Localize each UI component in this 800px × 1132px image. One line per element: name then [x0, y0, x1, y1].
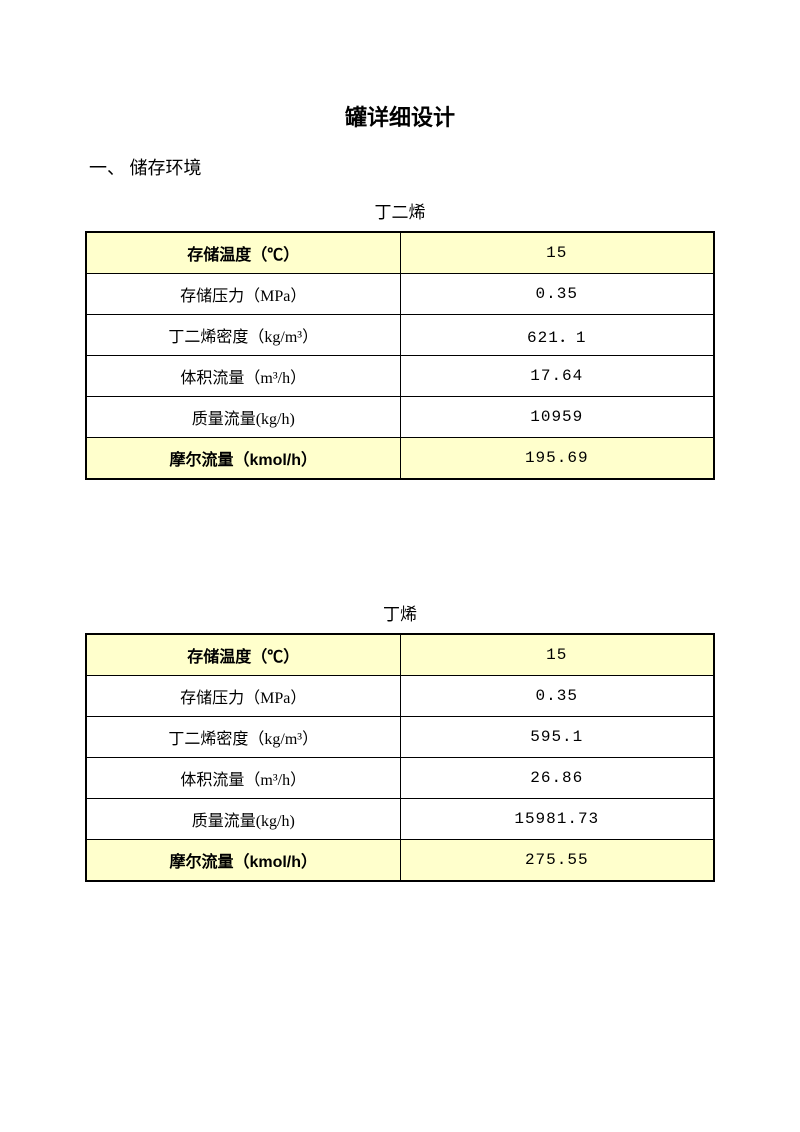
- table-row: 体积流量（m³/h） 26.86: [86, 758, 714, 799]
- table-row: 摩尔流量（kmol/h） 195.69: [86, 438, 714, 480]
- row-value: 0.35: [400, 676, 714, 717]
- row-value: 0.35: [400, 274, 714, 315]
- row-label: 摩尔流量（kmol/h）: [86, 840, 400, 882]
- row-value: 195.69: [400, 438, 714, 480]
- row-value: 17.64: [400, 356, 714, 397]
- row-value: 15: [400, 634, 714, 676]
- row-value: 595.1: [400, 717, 714, 758]
- row-value: 10959: [400, 397, 714, 438]
- row-value: 15: [400, 232, 714, 274]
- table-row: 质量流量(kg/h) 10959: [86, 397, 714, 438]
- table-row: 存储温度（℃） 15: [86, 634, 714, 676]
- table-row: 存储压力（MPa） 0.35: [86, 676, 714, 717]
- row-label: 丁二烯密度（kg/m³）: [86, 717, 400, 758]
- table-row: 质量流量(kg/h) 15981.73: [86, 799, 714, 840]
- row-label: 存储压力（MPa）: [86, 274, 400, 315]
- row-label: 存储温度（℃）: [86, 232, 400, 274]
- row-label: 存储压力（MPa）: [86, 676, 400, 717]
- data-table-0: 存储温度（℃） 15 存储压力（MPa） 0.35 丁二烯密度（kg/m³） 6…: [85, 231, 715, 480]
- page-title: 罐详细设计: [85, 100, 715, 132]
- table-caption: 丁二烯: [85, 198, 715, 223]
- data-table-1: 存储温度（℃） 15 存储压力（MPa） 0.35 丁二烯密度（kg/m³） 5…: [85, 633, 715, 882]
- table-caption: 丁烯: [85, 600, 715, 625]
- row-value: 26.86: [400, 758, 714, 799]
- table-row: 存储温度（℃） 15: [86, 232, 714, 274]
- table-row: 摩尔流量（kmol/h） 275.55: [86, 840, 714, 882]
- table-row: 存储压力（MPa） 0.35: [86, 274, 714, 315]
- row-label: 体积流量（m³/h）: [86, 356, 400, 397]
- row-label: 质量流量(kg/h): [86, 799, 400, 840]
- row-label: 丁二烯密度（kg/m³）: [86, 315, 400, 356]
- row-label: 摩尔流量（kmol/h）: [86, 438, 400, 480]
- row-value: 15981.73: [400, 799, 714, 840]
- document-page: 罐详细设计 一、 储存环境 丁二烯 存储温度（℃） 15 存储压力（MPa） 0…: [0, 0, 800, 982]
- table-row: 丁二烯密度（kg/m³） 595.1: [86, 717, 714, 758]
- table-block-1: 丁烯 存储温度（℃） 15 存储压力（MPa） 0.35 丁二烯密度（kg/m³…: [85, 600, 715, 882]
- row-value: 621．1: [400, 315, 714, 356]
- table-row: 体积流量（m³/h） 17.64: [86, 356, 714, 397]
- row-label: 存储温度（℃）: [86, 634, 400, 676]
- row-label: 质量流量(kg/h): [86, 397, 400, 438]
- table-block-0: 丁二烯 存储温度（℃） 15 存储压力（MPa） 0.35 丁二烯密度（kg/m…: [85, 198, 715, 480]
- table-row: 丁二烯密度（kg/m³） 621．1: [86, 315, 714, 356]
- row-value: 275.55: [400, 840, 714, 882]
- row-label: 体积流量（m³/h）: [86, 758, 400, 799]
- section-heading: 一、 储存环境: [85, 154, 715, 180]
